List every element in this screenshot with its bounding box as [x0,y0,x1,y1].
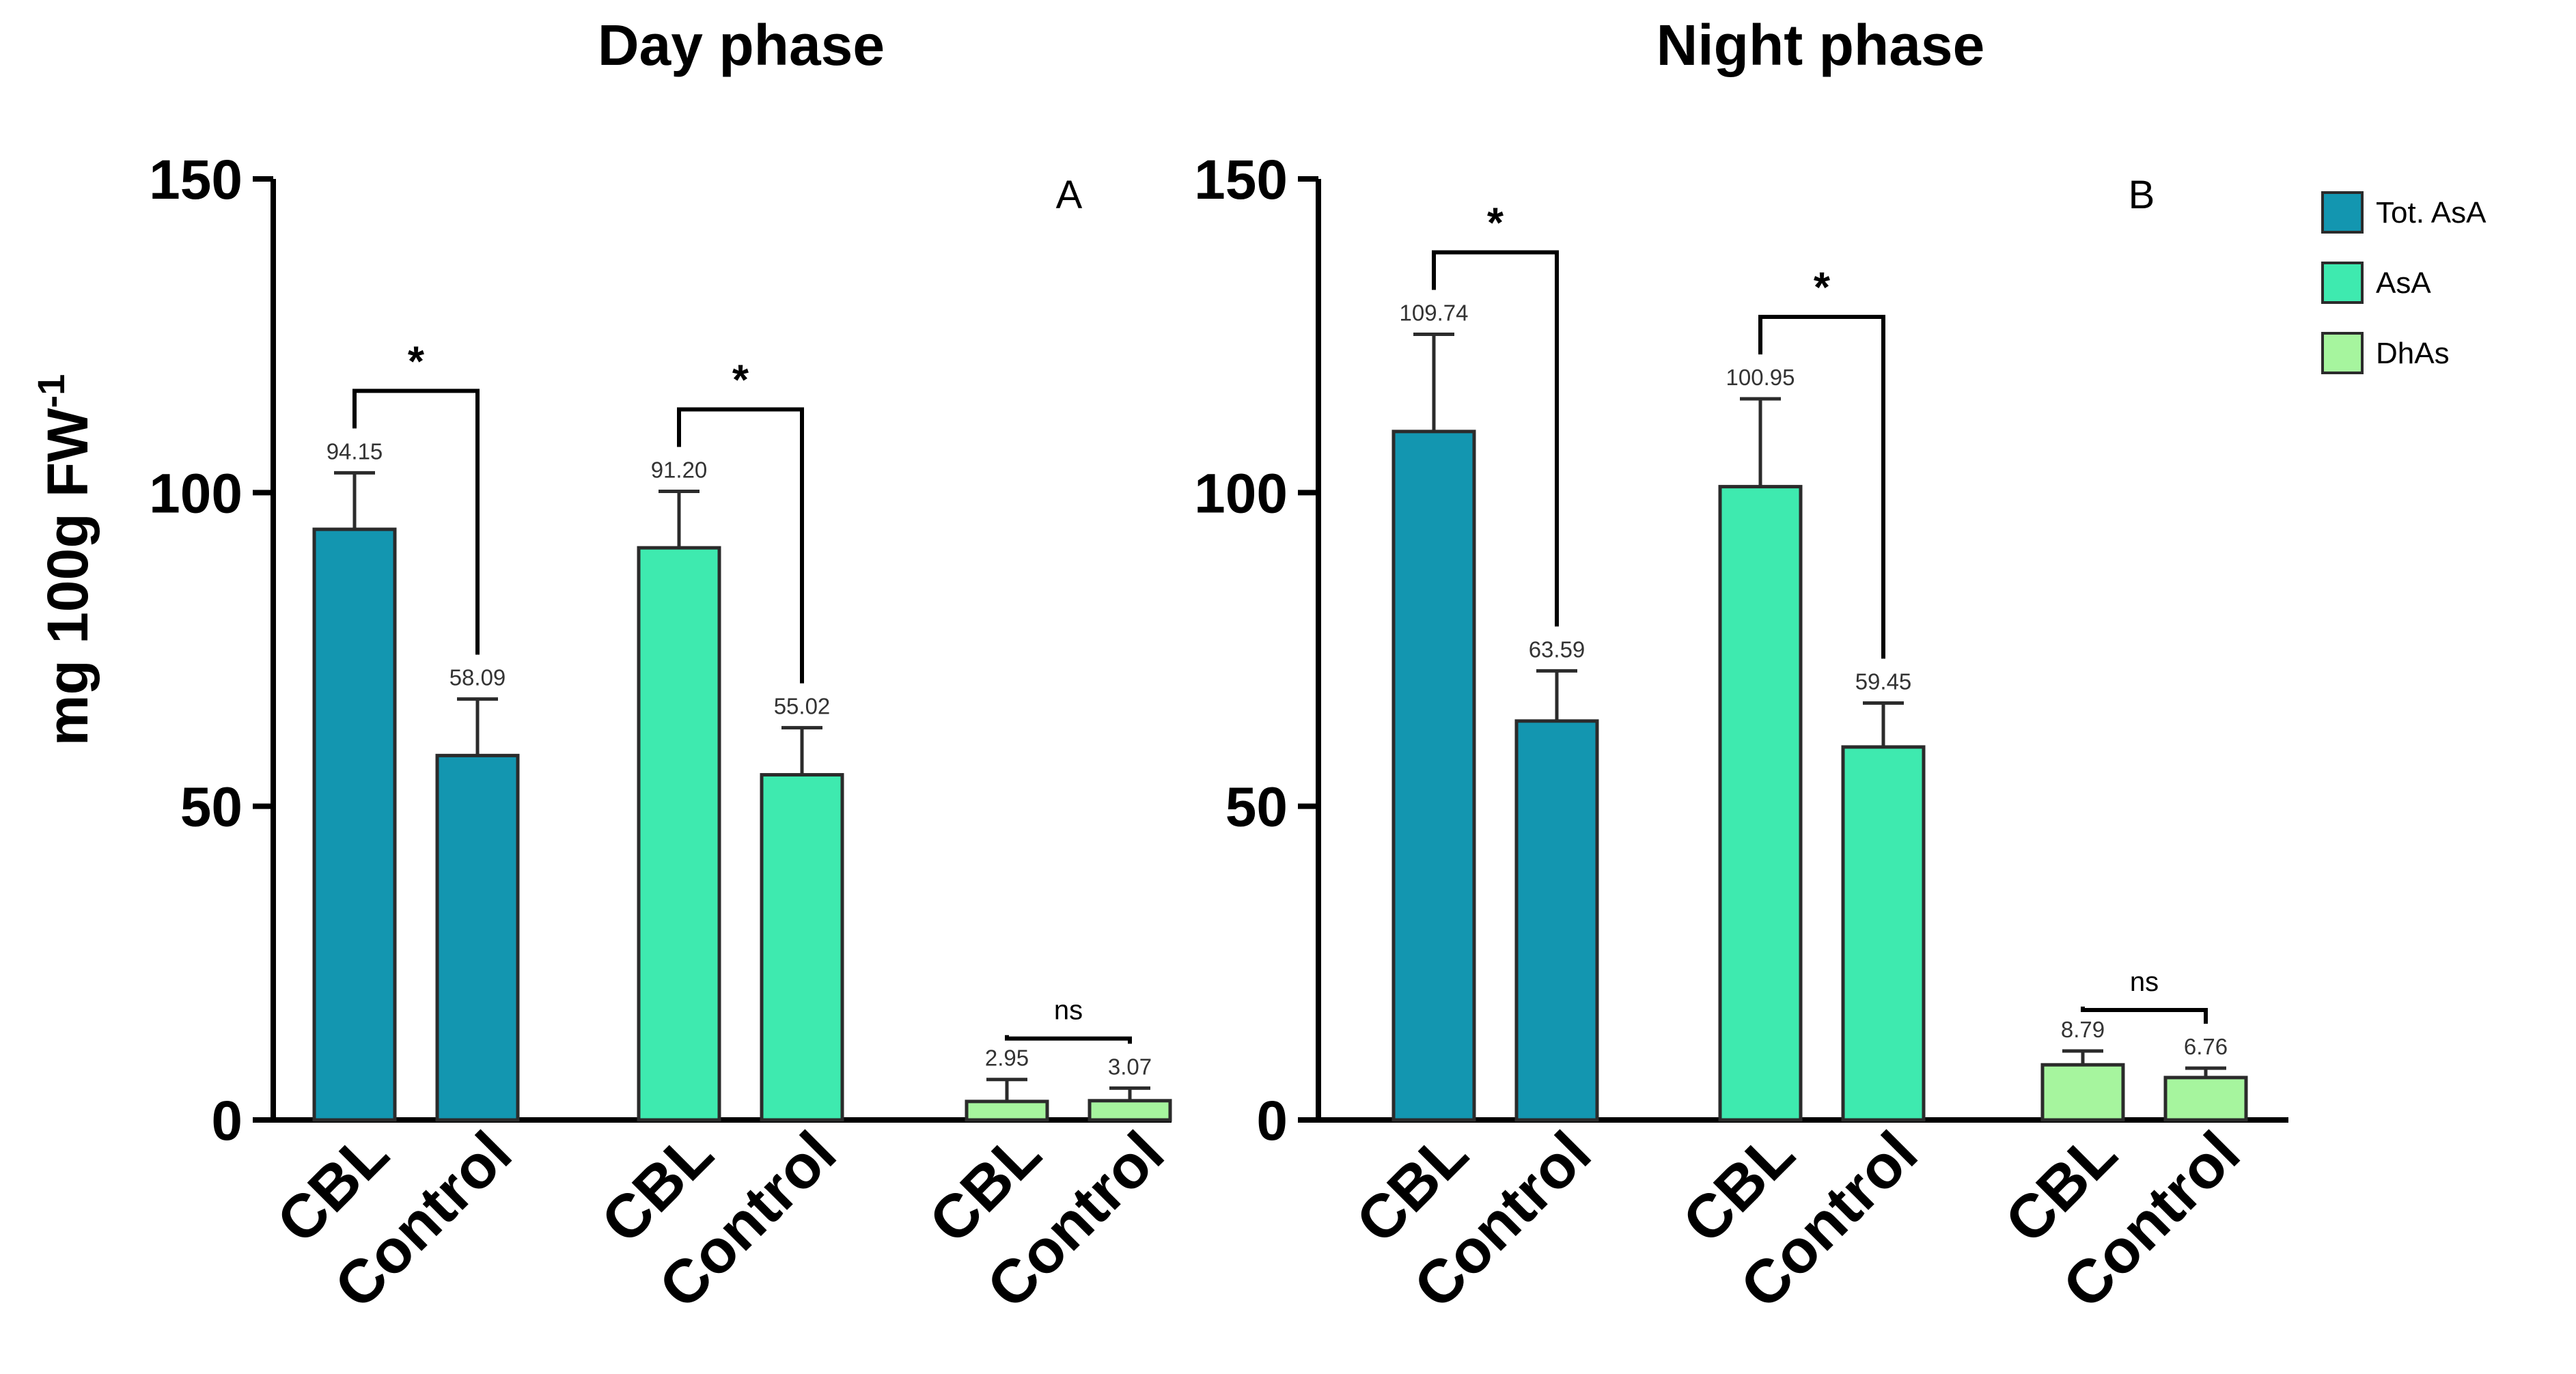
bar [1514,719,1599,1122]
data-label: 91.20 [651,457,708,482]
data-label: 100.95 [1726,365,1795,390]
significance-marker: * [732,356,749,404]
bar [435,753,520,1122]
data-label: 109.74 [1400,300,1469,325]
panel-title: Day phase [598,13,885,77]
significance-marker: * [408,338,425,385]
data-label: 6.76 [2184,1034,2228,1059]
significance-marker: * [1814,264,1831,311]
data-label: 58.09 [449,665,506,690]
bar [965,1099,1049,1122]
data-label: 8.79 [2061,1017,2105,1042]
significance-bracket [1432,250,1559,627]
legend-label: AsA [2376,266,2431,300]
legend-swatch [2321,191,2364,234]
data-label: 2.95 [985,1046,1029,1071]
legend-label: Tot. AsA [2376,196,2487,229]
y-tick-label: 50 [1225,776,1288,839]
y-tick-label: 150 [1194,149,1288,211]
bar [637,546,721,1122]
legend-label: DhAs [2376,337,2450,370]
bar [312,527,397,1122]
significance-marker: ns [1054,996,1083,1026]
y-tick-label: 100 [149,462,243,524]
panel-b: Night phaseB050100150109.74CBL63.59Contr… [1194,13,2288,1321]
data-label: 63.59 [1529,636,1585,662]
significance-bracket [2081,1007,2208,1024]
y-tick-label: 0 [211,1090,243,1152]
data-label: 59.45 [1855,669,1912,695]
y-tick-label: 50 [180,776,243,839]
y-tick-label: 100 [1194,462,1288,524]
y-tick-label: 0 [1256,1090,1288,1152]
significance-bracket [1005,1035,1132,1044]
significance-marker: * [1487,199,1504,247]
bar [2040,1063,2125,1122]
significance-marker: ns [2130,967,2159,997]
legend: Tot. AsA AsA DhAs [2321,191,2487,374]
panel-letter: B [2129,173,2155,217]
bar [1391,430,1476,1122]
significance-bracket [677,407,804,684]
panel-title: Night phase [1657,13,1985,77]
legend-swatch [2321,332,2364,374]
y-axis-label-superscript: -1 [29,374,72,408]
data-label: 3.07 [1108,1054,1152,1079]
data-label: 55.02 [774,694,831,719]
y-axis-label-text: mg 100g FW [36,408,100,746]
bar [1088,1099,1172,1122]
significance-bracket [1758,314,1885,659]
bar [1718,485,1803,1122]
bar [1841,745,1926,1122]
panel-letter: A [1056,173,1083,217]
panel-a: Day phaseA05010015094.15CBL58.09Control*… [149,13,1177,1321]
significance-bracket [352,389,480,655]
legend-swatch [2321,262,2364,304]
y-tick-label: 150 [149,149,243,211]
y-axis-label: mg 100g FW-1 [29,374,100,746]
bar [760,773,844,1122]
data-label: 94.15 [327,438,383,464]
bar [2163,1076,2248,1122]
